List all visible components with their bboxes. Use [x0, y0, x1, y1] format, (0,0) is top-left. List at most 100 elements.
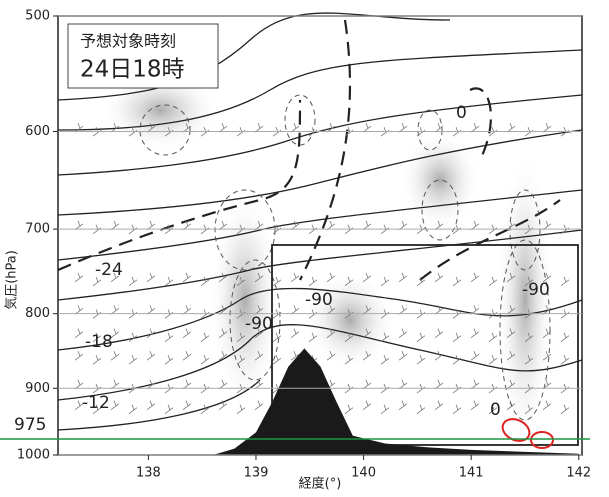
wind-barb [128, 332, 138, 342]
wind-barb [182, 350, 192, 361]
wind-barb [398, 379, 408, 390]
wind-barb [290, 350, 300, 361]
wind-barb [164, 332, 174, 342]
wind-barb [470, 400, 480, 411]
wind-barb [470, 328, 480, 338]
dashed-contours [57, 19, 561, 281]
wind-barb [254, 350, 264, 361]
wind-barb [362, 122, 372, 133]
contour-label: -12 [82, 393, 110, 413]
x-tick-label: 142 [566, 466, 591, 481]
y-tick-label: 500 [25, 9, 50, 24]
wind-barb [398, 400, 408, 411]
wind-barb [182, 379, 192, 390]
wind-barb [92, 404, 102, 415]
contour-label: -90 [245, 314, 273, 334]
wind-barb [362, 350, 372, 361]
wind-barb [398, 350, 408, 361]
wind-barb [506, 272, 516, 283]
shading [100, 70, 553, 450]
wind-barb [74, 272, 84, 283]
wind-barb [362, 379, 372, 390]
thin-dashed-contours [139, 94, 551, 421]
contour-label: -90 [305, 290, 333, 310]
contour-label: 0 [456, 103, 467, 123]
wind-barb [74, 379, 84, 390]
wind-barb [182, 305, 192, 315]
wind-barb [470, 220, 480, 231]
wind-barb [488, 332, 498, 342]
reference-label: 975 [14, 415, 46, 435]
wind-barb [560, 332, 570, 342]
contour-label: -90 [522, 280, 550, 300]
wind-barb [146, 400, 156, 411]
wind-barb [452, 276, 462, 287]
y-tick-label: 800 [25, 306, 50, 321]
wind-barb [74, 220, 84, 231]
wind-barb [128, 404, 138, 415]
wind-barb [218, 272, 228, 283]
wind-barb [236, 276, 246, 287]
wind-barb [380, 354, 390, 365]
wind-barb [164, 276, 174, 287]
wind-barb [110, 379, 120, 390]
x-tick-label: 138 [136, 466, 161, 481]
wind-barb [452, 404, 462, 415]
wind-barb [542, 122, 552, 133]
wind-barb [308, 276, 318, 287]
wind-barb [542, 350, 552, 361]
wind-barb [398, 272, 408, 283]
wind-barb [416, 404, 426, 415]
wind-barb [398, 220, 408, 231]
y-axis-label: 気圧(hPa) [4, 250, 20, 310]
wind-barb [236, 354, 246, 365]
y-tick-label: 600 [25, 124, 50, 139]
wind-barb [470, 122, 480, 133]
y-tick-label: 700 [25, 222, 50, 237]
wind-barb [110, 220, 120, 231]
wind-barb [326, 220, 336, 231]
wind-barb [74, 350, 84, 361]
wind-barb [434, 350, 444, 361]
wind-barb [326, 328, 336, 338]
wind-barb [362, 272, 372, 283]
wind-barb [524, 354, 534, 365]
wind-barb [218, 122, 228, 133]
wind-barb [488, 404, 498, 415]
wind-barb [164, 404, 174, 415]
wind-barb [488, 354, 498, 365]
contours [57, 12, 583, 431]
wind-barb [344, 332, 354, 342]
wind-barb [362, 400, 372, 411]
wind-barb [200, 354, 210, 365]
title-box [67, 23, 219, 89]
wind-barb [416, 354, 426, 365]
wind-barb [110, 305, 120, 315]
wind-barb [560, 276, 570, 287]
wind-barb [290, 220, 300, 231]
contour-label: 0 [490, 400, 501, 420]
wind-barb [398, 328, 408, 338]
subtitle: 24日18時 [80, 57, 185, 83]
wind-barb [110, 272, 120, 283]
wind-barb [146, 272, 156, 283]
wind-barb [416, 276, 426, 287]
x-axis-label: 経度(°) [299, 476, 342, 492]
wind-barb [326, 272, 336, 283]
wind-barb [146, 220, 156, 231]
wind-barb [254, 122, 264, 133]
wind-barb [542, 328, 552, 338]
wind-barb [560, 404, 570, 415]
wind-barb [218, 400, 228, 411]
wind-barb [74, 328, 84, 338]
wind-barb [164, 354, 174, 365]
wind-barb [254, 272, 264, 283]
wind-barb [182, 272, 192, 283]
wind-barb [362, 328, 372, 338]
wind-barb [470, 379, 480, 390]
wind-barb [182, 400, 192, 411]
wind-barb [254, 400, 264, 411]
wind-barb [218, 350, 228, 361]
contour-label: -18 [85, 332, 113, 352]
